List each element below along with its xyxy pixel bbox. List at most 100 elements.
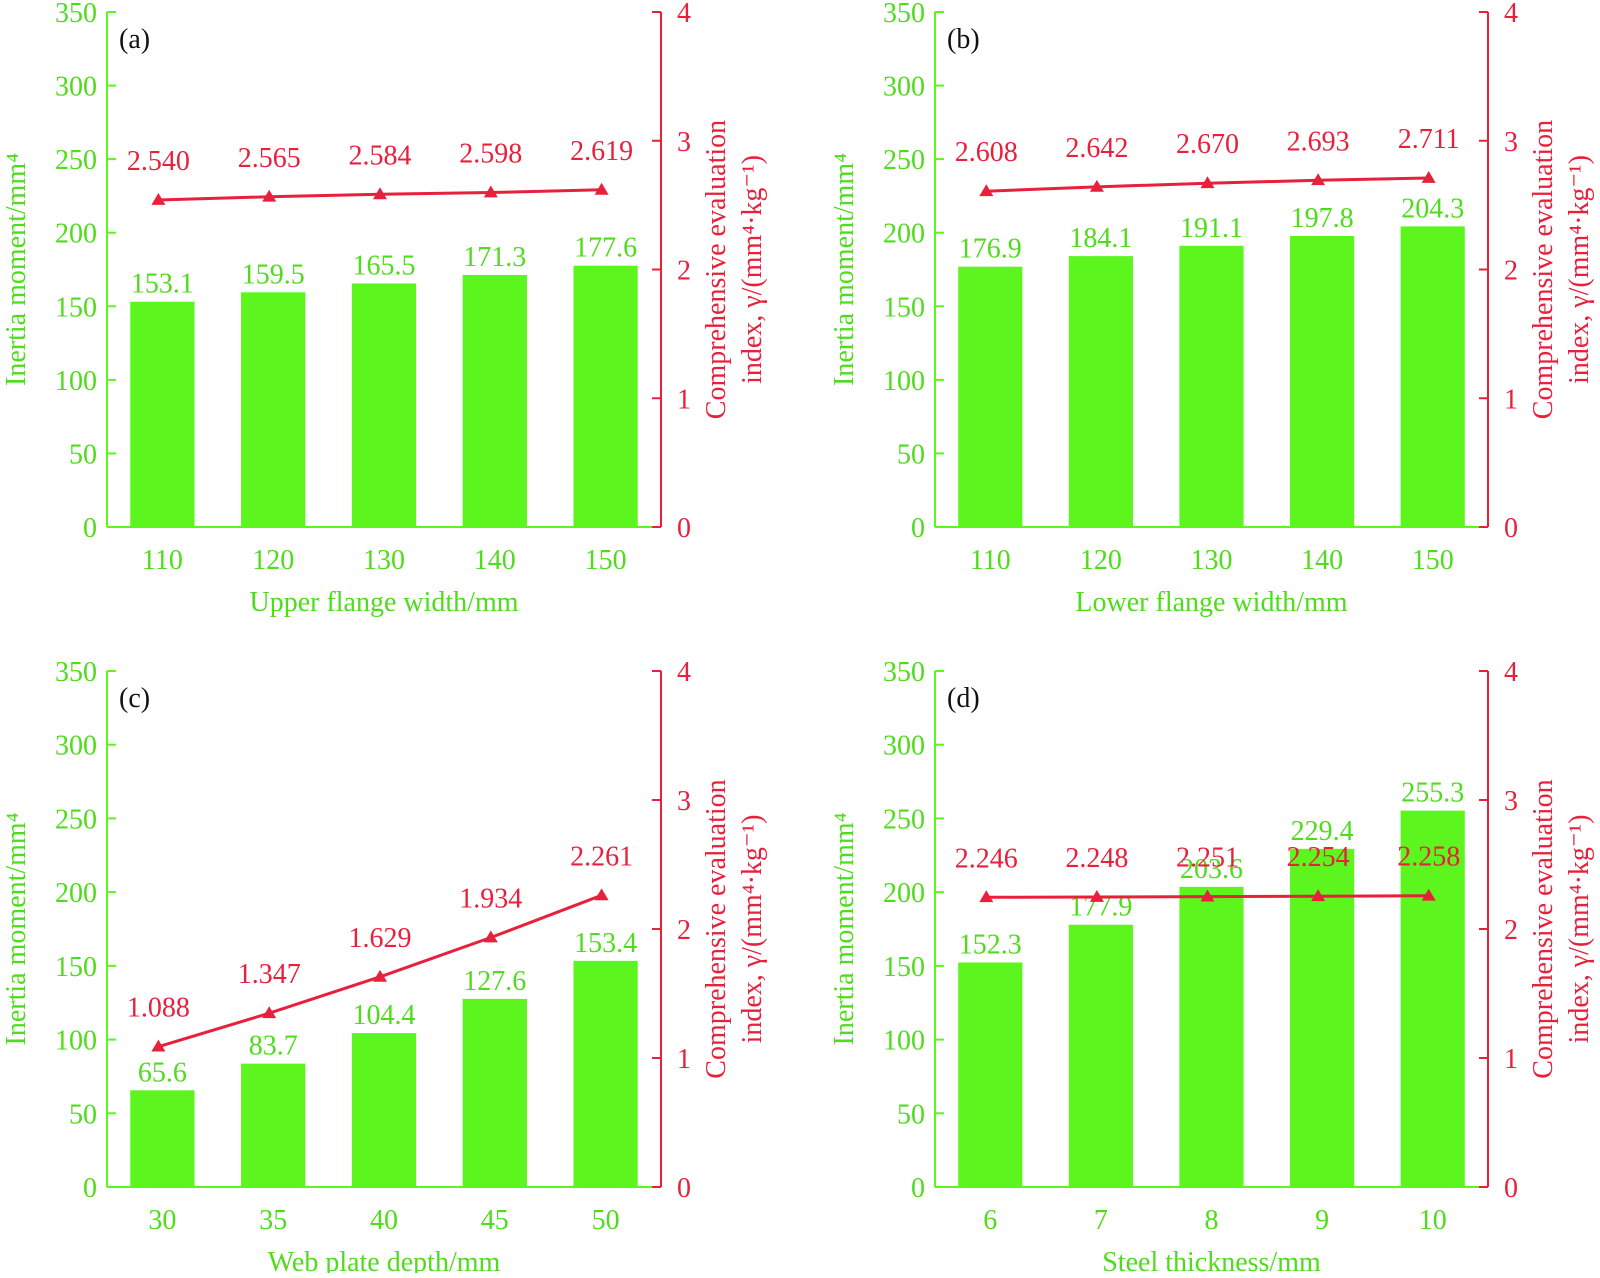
line-value-label: 2.254 bbox=[1287, 842, 1350, 873]
line-value-label: 2.711 bbox=[1398, 124, 1460, 155]
y-tick-label: 250 bbox=[55, 804, 97, 835]
bar-value-label: 191.1 bbox=[1180, 213, 1243, 244]
y2-tick-label: 0 bbox=[677, 1173, 691, 1204]
y2-axis-title-line2: index, γ/(mm⁴·kg⁻¹) bbox=[737, 155, 768, 384]
y-tick-label: 250 bbox=[883, 145, 925, 176]
y-tick-label: 250 bbox=[55, 145, 97, 176]
line-value-label: 2.565 bbox=[238, 143, 301, 174]
line-point-marker bbox=[979, 890, 994, 903]
x-tick-label: 40 bbox=[370, 1205, 398, 1236]
bar bbox=[573, 960, 638, 1187]
x-tick-label: 10 bbox=[1419, 1205, 1447, 1236]
line-value-label: 2.642 bbox=[1065, 133, 1128, 164]
bar-value-label: 176.9 bbox=[959, 234, 1022, 265]
bar-value-label: 197.8 bbox=[1291, 203, 1354, 234]
y2-axis-title-line2: index, γ/(mm⁴·kg⁻¹) bbox=[737, 815, 768, 1044]
bar-value-label: 153.1 bbox=[131, 269, 194, 300]
y-tick-label: 200 bbox=[883, 219, 925, 250]
line-point-marker bbox=[483, 185, 498, 198]
x-tick-label: 6 bbox=[983, 1205, 997, 1236]
bar-value-label: 104.4 bbox=[353, 1000, 416, 1031]
y-tick-label: 200 bbox=[55, 219, 97, 250]
line-point-marker bbox=[1200, 889, 1215, 902]
y2-axis-title-line1: Comprehensive evaluation bbox=[1528, 120, 1559, 419]
y-tick-label: 150 bbox=[883, 952, 925, 983]
bar-value-label: 65.6 bbox=[138, 1057, 187, 1088]
y-tick-label: 150 bbox=[55, 952, 97, 983]
x-axis-title: Steel thickness/mm bbox=[1102, 1247, 1321, 1273]
y2-tick-label: 1 bbox=[1504, 384, 1518, 415]
y-tick-label: 100 bbox=[883, 366, 925, 397]
y-tick-label: 300 bbox=[55, 72, 97, 103]
y-tick-label: 50 bbox=[897, 1099, 925, 1130]
y2-axis-title-line1: Comprehensive evaluation bbox=[701, 779, 732, 1078]
chart-panel-1: 0 50 100 150 200 250 300 350 0 1 2 3 4 110 120 130 140 15… bbox=[1, 0, 768, 618]
x-tick-label: 140 bbox=[474, 545, 516, 576]
bar bbox=[1179, 245, 1244, 527]
y2-tick-label: 4 bbox=[1504, 657, 1518, 688]
x-tick-label: 120 bbox=[252, 545, 294, 576]
bar bbox=[1068, 256, 1133, 527]
panel-label: (b) bbox=[947, 24, 980, 55]
line-value-label: 2.619 bbox=[570, 136, 633, 167]
line-point-marker bbox=[1200, 176, 1215, 189]
y2-tick-label: 2 bbox=[1504, 256, 1518, 287]
line-value-label: 2.584 bbox=[349, 140, 412, 171]
y2-tick-label: 0 bbox=[1504, 1173, 1518, 1204]
y2-tick-label: 2 bbox=[677, 915, 691, 946]
y-tick-label: 350 bbox=[55, 657, 97, 688]
line-value-label: 2.670 bbox=[1176, 129, 1239, 160]
x-tick-label: 35 bbox=[259, 1205, 287, 1236]
x-tick-label: 110 bbox=[970, 545, 1011, 576]
y-tick-label: 0 bbox=[911, 1173, 925, 1204]
line-value-label: 1.088 bbox=[127, 993, 190, 1024]
x-axis-title: Lower flange width/mm bbox=[1075, 587, 1347, 618]
y-tick-label: 50 bbox=[69, 439, 97, 470]
y2-axis-title-line2: index, γ/(mm⁴·kg⁻¹) bbox=[1564, 155, 1595, 384]
x-axis-title: Web plate depth/mm bbox=[268, 1247, 501, 1273]
bar-value-label: 203.6 bbox=[1180, 854, 1243, 885]
y2-tick-label: 0 bbox=[677, 513, 691, 544]
panel-label: (a) bbox=[119, 24, 150, 55]
bar bbox=[1290, 848, 1355, 1187]
bar bbox=[1179, 886, 1244, 1187]
x-tick-label: 130 bbox=[1191, 545, 1233, 576]
x-tick-label: 45 bbox=[481, 1205, 509, 1236]
line-value-label: 2.258 bbox=[1397, 842, 1460, 873]
line-value-label: 2.598 bbox=[459, 139, 522, 170]
bar bbox=[462, 274, 527, 527]
y2-tick-label: 3 bbox=[1504, 127, 1518, 158]
y-tick-label: 200 bbox=[883, 878, 925, 909]
y2-axis-title-line1: Comprehensive evaluation bbox=[1528, 779, 1559, 1078]
line-point-marker bbox=[373, 969, 387, 982]
bar bbox=[351, 283, 417, 527]
line-value-label: 2.540 bbox=[127, 146, 190, 177]
y-tick-label: 350 bbox=[883, 657, 925, 688]
bar-value-label: 152.3 bbox=[959, 929, 1022, 960]
bar bbox=[573, 265, 638, 527]
bar bbox=[958, 266, 1023, 527]
line-value-label: 2.251 bbox=[1176, 843, 1239, 874]
line-point-marker bbox=[483, 930, 498, 943]
bar bbox=[130, 301, 195, 527]
bar bbox=[130, 1090, 195, 1187]
x-tick-label: 110 bbox=[142, 545, 183, 576]
y-tick-label: 100 bbox=[55, 1026, 97, 1057]
y2-axis-title-line1: Comprehensive evaluation bbox=[701, 120, 732, 419]
y2-tick-label: 3 bbox=[1504, 786, 1518, 817]
bar-value-label: 184.1 bbox=[1069, 223, 1132, 254]
bar-value-label: 153.4 bbox=[574, 928, 637, 959]
y-axis-title: Inertia moment/mm⁴ bbox=[829, 153, 860, 386]
line-point-marker bbox=[151, 1039, 166, 1052]
bar-value-label: 229.4 bbox=[1291, 816, 1354, 847]
line-value-label: 2.248 bbox=[1065, 843, 1128, 874]
x-tick-label: 30 bbox=[148, 1205, 176, 1236]
line-value-label: 2.246 bbox=[955, 843, 1018, 874]
bar bbox=[241, 292, 306, 527]
bar-value-label: 165.5 bbox=[353, 250, 416, 281]
x-tick-label: 50 bbox=[592, 1205, 620, 1236]
bar-value-label: 204.3 bbox=[1401, 193, 1464, 224]
y-axis-title: Inertia moment/mm⁴ bbox=[1, 813, 32, 1046]
